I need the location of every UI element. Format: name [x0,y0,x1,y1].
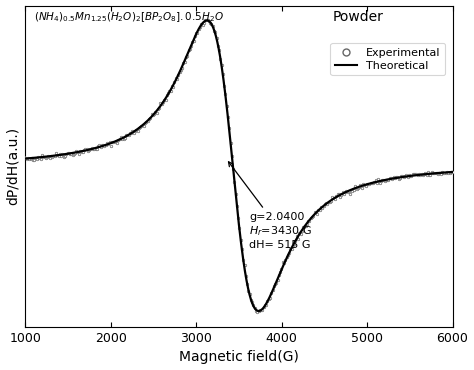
Y-axis label: dP/dH(a.u.): dP/dH(a.u.) [6,127,19,205]
Theoretical [466,169,472,173]
Theoretical [201,20,207,24]
Text: Powder: Powder [333,10,384,24]
Experimental [279,267,284,271]
Experimental [14,157,19,161]
Line: Theoretical: Theoretical [0,20,474,311]
Experimental [220,72,226,76]
Text: $(NH_4)_{0.5}Mn_{1.25}(H_2O)_2[BP_2O_8].0.5H_2O$: $(NH_4)_{0.5}Mn_{1.25}(H_2O)_2[BP_2O_8].… [34,10,224,24]
Theoretical [0,158,2,162]
Experimental [203,18,209,23]
Experimental [442,171,447,176]
Theoretical [415,173,420,177]
Legend: Experimental, Theoretical: Experimental, Theoretical [330,43,445,75]
Text: g=2.0400
$H_r$=3430 G
dH= 515 G: g=2.0400 $H_r$=3430 G dH= 515 G [228,162,312,250]
Experimental [252,306,257,310]
Experimental [455,171,460,175]
Experimental [255,310,260,314]
Theoretical [51,154,57,158]
Theoretical [80,149,85,153]
X-axis label: Magnetic field(G): Magnetic field(G) [179,350,299,364]
Theoretical [204,18,210,23]
Experimental [458,169,464,174]
Theoretical [256,309,262,313]
Theoretical [180,62,186,67]
Experimental [132,129,138,134]
Line: Experimental: Experimental [15,19,462,314]
